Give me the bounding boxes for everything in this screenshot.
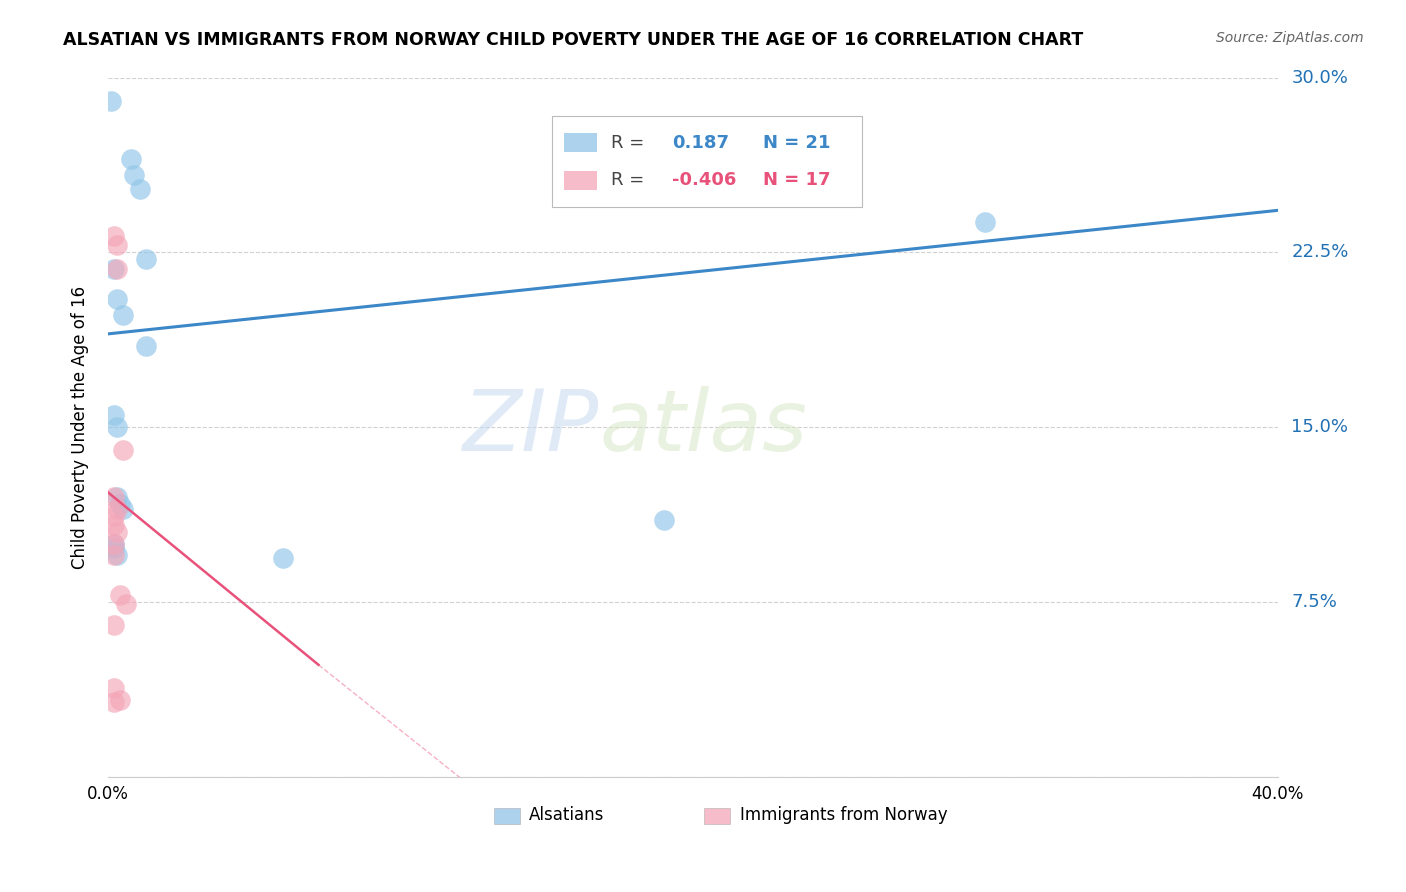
Point	[103, 409, 125, 423]
Point	[103, 541, 125, 556]
Point	[108, 588, 131, 602]
Text: R =: R =	[610, 134, 644, 152]
Text: Alsatians: Alsatians	[529, 806, 605, 824]
Point	[111, 443, 134, 458]
Point	[103, 518, 125, 533]
Point	[108, 497, 131, 511]
Point	[105, 490, 128, 504]
Point	[105, 420, 128, 434]
Point	[103, 536, 125, 550]
Point	[105, 549, 128, 563]
Point	[105, 524, 128, 539]
Bar	[704, 808, 730, 823]
Text: R =: R =	[610, 171, 644, 189]
Text: 15.0%: 15.0%	[1292, 418, 1348, 436]
Point	[974, 215, 997, 229]
Point	[273, 550, 295, 565]
Point	[103, 508, 125, 523]
Point	[105, 261, 128, 276]
Point	[108, 693, 131, 707]
Point	[105, 238, 128, 252]
FancyBboxPatch shape	[553, 116, 862, 207]
Point	[129, 182, 152, 196]
Point	[103, 490, 125, 504]
Point	[111, 308, 134, 322]
Text: 0.187: 0.187	[672, 134, 728, 152]
Text: Immigrants from Norway: Immigrants from Norway	[740, 806, 948, 824]
Point	[103, 618, 125, 632]
Bar	[494, 808, 520, 823]
Point	[135, 338, 157, 352]
Point	[103, 681, 125, 695]
Text: Source: ZipAtlas.com: Source: ZipAtlas.com	[1216, 31, 1364, 45]
Point	[135, 252, 157, 267]
Point	[103, 536, 125, 550]
Point	[114, 597, 136, 611]
Point	[100, 94, 122, 108]
Text: 7.5%: 7.5%	[1292, 593, 1337, 611]
Text: ALSATIAN VS IMMIGRANTS FROM NORWAY CHILD POVERTY UNDER THE AGE OF 16 CORRELATION: ALSATIAN VS IMMIGRANTS FROM NORWAY CHILD…	[63, 31, 1084, 49]
Text: 22.5%: 22.5%	[1292, 244, 1348, 261]
Point	[103, 261, 125, 276]
Point	[103, 549, 125, 563]
Point	[103, 695, 125, 709]
Point	[120, 152, 142, 166]
Point	[105, 501, 128, 516]
Text: -0.406: -0.406	[672, 171, 737, 189]
Bar	[564, 170, 598, 190]
Text: ZIP: ZIP	[463, 385, 599, 468]
Point	[111, 501, 134, 516]
Point	[652, 513, 675, 527]
Text: N = 17: N = 17	[763, 171, 831, 189]
Point	[124, 169, 146, 183]
Text: 30.0%: 30.0%	[1292, 69, 1348, 87]
Text: N = 21: N = 21	[763, 134, 831, 152]
Text: atlas: atlas	[599, 385, 807, 468]
Y-axis label: Child Poverty Under the Age of 16: Child Poverty Under the Age of 16	[72, 285, 89, 569]
Point	[103, 229, 125, 244]
Bar	[564, 133, 598, 153]
Point	[105, 292, 128, 306]
